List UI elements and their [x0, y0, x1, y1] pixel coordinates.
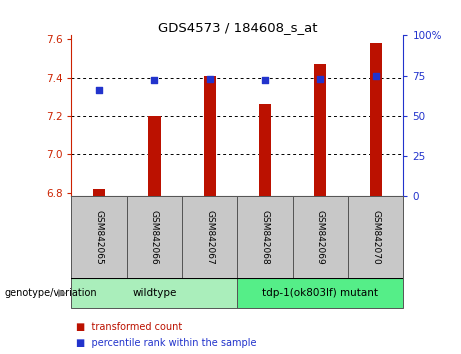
- Point: [261, 78, 269, 83]
- Text: ■  transformed count: ■ transformed count: [76, 322, 182, 332]
- Point: [372, 73, 379, 79]
- Title: GDS4573 / 184608_s_at: GDS4573 / 184608_s_at: [158, 21, 317, 34]
- Bar: [148, 116, 160, 196]
- Text: ▶: ▶: [59, 288, 67, 298]
- Point: [151, 78, 158, 83]
- Text: wildtype: wildtype: [132, 288, 177, 298]
- Bar: [348, 196, 403, 278]
- Bar: [182, 196, 237, 278]
- Bar: [370, 43, 382, 196]
- Bar: [237, 196, 293, 278]
- Text: genotype/variation: genotype/variation: [5, 288, 97, 298]
- Text: GSM842066: GSM842066: [150, 210, 159, 264]
- Text: GSM842069: GSM842069: [316, 210, 325, 264]
- Bar: [127, 196, 182, 278]
- Bar: [237, 278, 403, 308]
- Bar: [204, 76, 216, 196]
- Text: GSM842068: GSM842068: [260, 210, 270, 264]
- Bar: [259, 104, 271, 196]
- Text: GSM842067: GSM842067: [205, 210, 214, 264]
- Text: ■  percentile rank within the sample: ■ percentile rank within the sample: [76, 338, 257, 348]
- Point: [95, 87, 103, 93]
- Text: GSM842070: GSM842070: [371, 210, 380, 264]
- Bar: [314, 64, 326, 196]
- Bar: [93, 189, 105, 196]
- Bar: [293, 196, 348, 278]
- Bar: [71, 278, 237, 308]
- Text: GSM842065: GSM842065: [95, 210, 104, 264]
- Point: [206, 76, 213, 82]
- Bar: [71, 196, 127, 278]
- Point: [317, 76, 324, 82]
- Text: tdp-1(ok803lf) mutant: tdp-1(ok803lf) mutant: [262, 288, 378, 298]
